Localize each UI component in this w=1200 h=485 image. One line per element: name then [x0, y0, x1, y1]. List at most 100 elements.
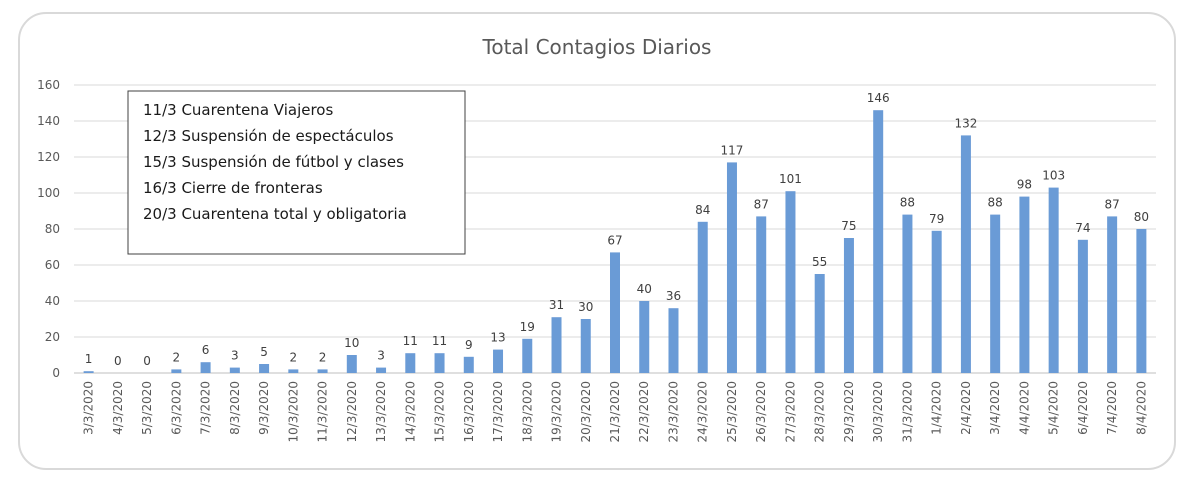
bar — [785, 191, 796, 373]
x-tick-label: 10/3/2020 — [286, 381, 300, 443]
annotation-line: 20/3 Cuarentena total y obligatoria — [143, 205, 407, 223]
bar — [1048, 187, 1059, 373]
bar — [756, 216, 767, 373]
x-tick-label: 8/3/2020 — [228, 381, 242, 435]
data-label: 88 — [900, 196, 915, 210]
data-label: 80 — [1134, 210, 1149, 224]
x-tick-label: 8/4/2020 — [1134, 381, 1148, 435]
annotation-line: 16/3 Cierre de fronteras — [143, 179, 323, 197]
bar — [346, 355, 357, 373]
data-label: 2 — [319, 350, 327, 364]
y-tick-label: 40 — [45, 294, 60, 308]
data-label: 132 — [954, 116, 977, 130]
data-label: 2 — [290, 350, 298, 364]
x-tick-label: 23/3/2020 — [666, 381, 680, 443]
bar — [1136, 229, 1147, 373]
bar — [1077, 239, 1088, 373]
annotation-line: 15/3 Suspensión de fútbol y clases — [143, 153, 404, 171]
bar — [1107, 216, 1118, 373]
data-label: 3 — [231, 349, 239, 363]
x-tick-label: 7/3/2020 — [199, 381, 213, 435]
x-tick-label: 1/4/2020 — [930, 381, 944, 435]
bar — [639, 301, 650, 373]
x-tick-label: 14/3/2020 — [403, 381, 417, 443]
y-axis-ticks: 0 20 40 60 80 100 120 140 160 — [37, 78, 60, 380]
bar — [697, 221, 708, 373]
y-tick-label: 20 — [45, 330, 60, 344]
data-label: 84 — [695, 203, 710, 217]
annotation-box: 11/3 Cuarentena Viajeros 12/3 Suspensión … — [127, 90, 466, 255]
bar — [434, 353, 445, 373]
x-tick-label: 9/3/2020 — [257, 381, 271, 435]
y-tick-label: 160 — [37, 78, 60, 92]
data-label: 55 — [812, 255, 827, 269]
y-tick-label: 120 — [37, 150, 60, 164]
data-label: 11 — [432, 334, 447, 348]
data-label: 101 — [779, 172, 802, 186]
x-tick-label: 5/4/2020 — [1047, 381, 1061, 435]
y-tick-label: 80 — [45, 222, 60, 236]
bar — [814, 274, 825, 373]
data-label: 75 — [841, 219, 856, 233]
y-tick-label: 140 — [37, 114, 60, 128]
bar — [668, 308, 679, 373]
bar — [493, 349, 504, 373]
bar — [551, 317, 562, 373]
gridlines — [74, 84, 1156, 374]
data-label: 74 — [1075, 221, 1090, 235]
x-tick-label: 25/3/2020 — [725, 381, 739, 443]
x-tick-label: 7/4/2020 — [1105, 381, 1119, 435]
data-label: 40 — [637, 282, 652, 296]
bar — [990, 214, 1001, 373]
x-tick-label: 19/3/2020 — [550, 381, 564, 443]
data-label: 146 — [867, 91, 890, 105]
x-axis-ticks: 3/3/2020 4/3/2020 5/3/2020 6/3/2020 7/3/2020… — [82, 381, 1149, 443]
x-tick-label: 11/3/2020 — [316, 381, 330, 443]
data-label: 87 — [1104, 197, 1119, 211]
chart-title: Total Contagios Diarios — [482, 35, 712, 59]
bar — [873, 110, 884, 373]
x-tick-label: 31/3/2020 — [900, 381, 914, 443]
annotation-box-border — [127, 90, 466, 255]
bar — [610, 252, 620, 373]
bar — [1019, 196, 1030, 373]
x-tick-label: 17/3/2020 — [491, 381, 505, 443]
x-tick-label: 2/4/2020 — [959, 381, 973, 435]
x-tick-label: 22/3/2020 — [637, 381, 651, 443]
x-tick-label: 15/3/2020 — [433, 381, 447, 443]
x-tick-label: 3/3/2020 — [82, 381, 96, 435]
bar — [83, 371, 94, 373]
x-tick-label: 28/3/2020 — [813, 381, 827, 443]
data-label: 67 — [607, 233, 622, 247]
x-tick-label: 4/4/2020 — [1017, 381, 1031, 435]
y-tick-label: 100 — [37, 186, 60, 200]
data-label: 79 — [929, 212, 944, 226]
data-label: 9 — [465, 338, 473, 352]
x-tick-label: 6/3/2020 — [169, 381, 183, 435]
data-label: 19 — [520, 320, 535, 334]
bar — [171, 369, 182, 373]
bar — [376, 367, 387, 373]
data-label: 13 — [490, 331, 505, 345]
data-label: 3 — [377, 349, 385, 363]
bar — [317, 369, 328, 373]
annotation-line: 12/3 Suspensión de espectáculos — [143, 127, 394, 145]
bars — [83, 110, 1147, 373]
data-label: 6 — [202, 343, 210, 357]
x-tick-label: 4/3/2020 — [111, 381, 125, 435]
x-tick-label: 3/4/2020 — [988, 381, 1002, 435]
data-label: 98 — [1017, 178, 1032, 192]
data-label: 10 — [344, 336, 359, 350]
x-tick-label: 6/4/2020 — [1076, 381, 1090, 435]
bar — [200, 362, 211, 373]
data-label: 36 — [666, 289, 681, 303]
data-label: 30 — [578, 300, 593, 314]
x-tick-label: 26/3/2020 — [754, 381, 768, 443]
bar — [288, 369, 299, 373]
data-label: 103 — [1042, 169, 1065, 183]
data-label: 88 — [988, 196, 1003, 210]
x-tick-label: 5/3/2020 — [140, 381, 154, 435]
x-tick-label: 12/3/2020 — [345, 381, 359, 443]
x-tick-label: 27/3/2020 — [783, 381, 797, 443]
data-label: 2 — [173, 350, 181, 364]
